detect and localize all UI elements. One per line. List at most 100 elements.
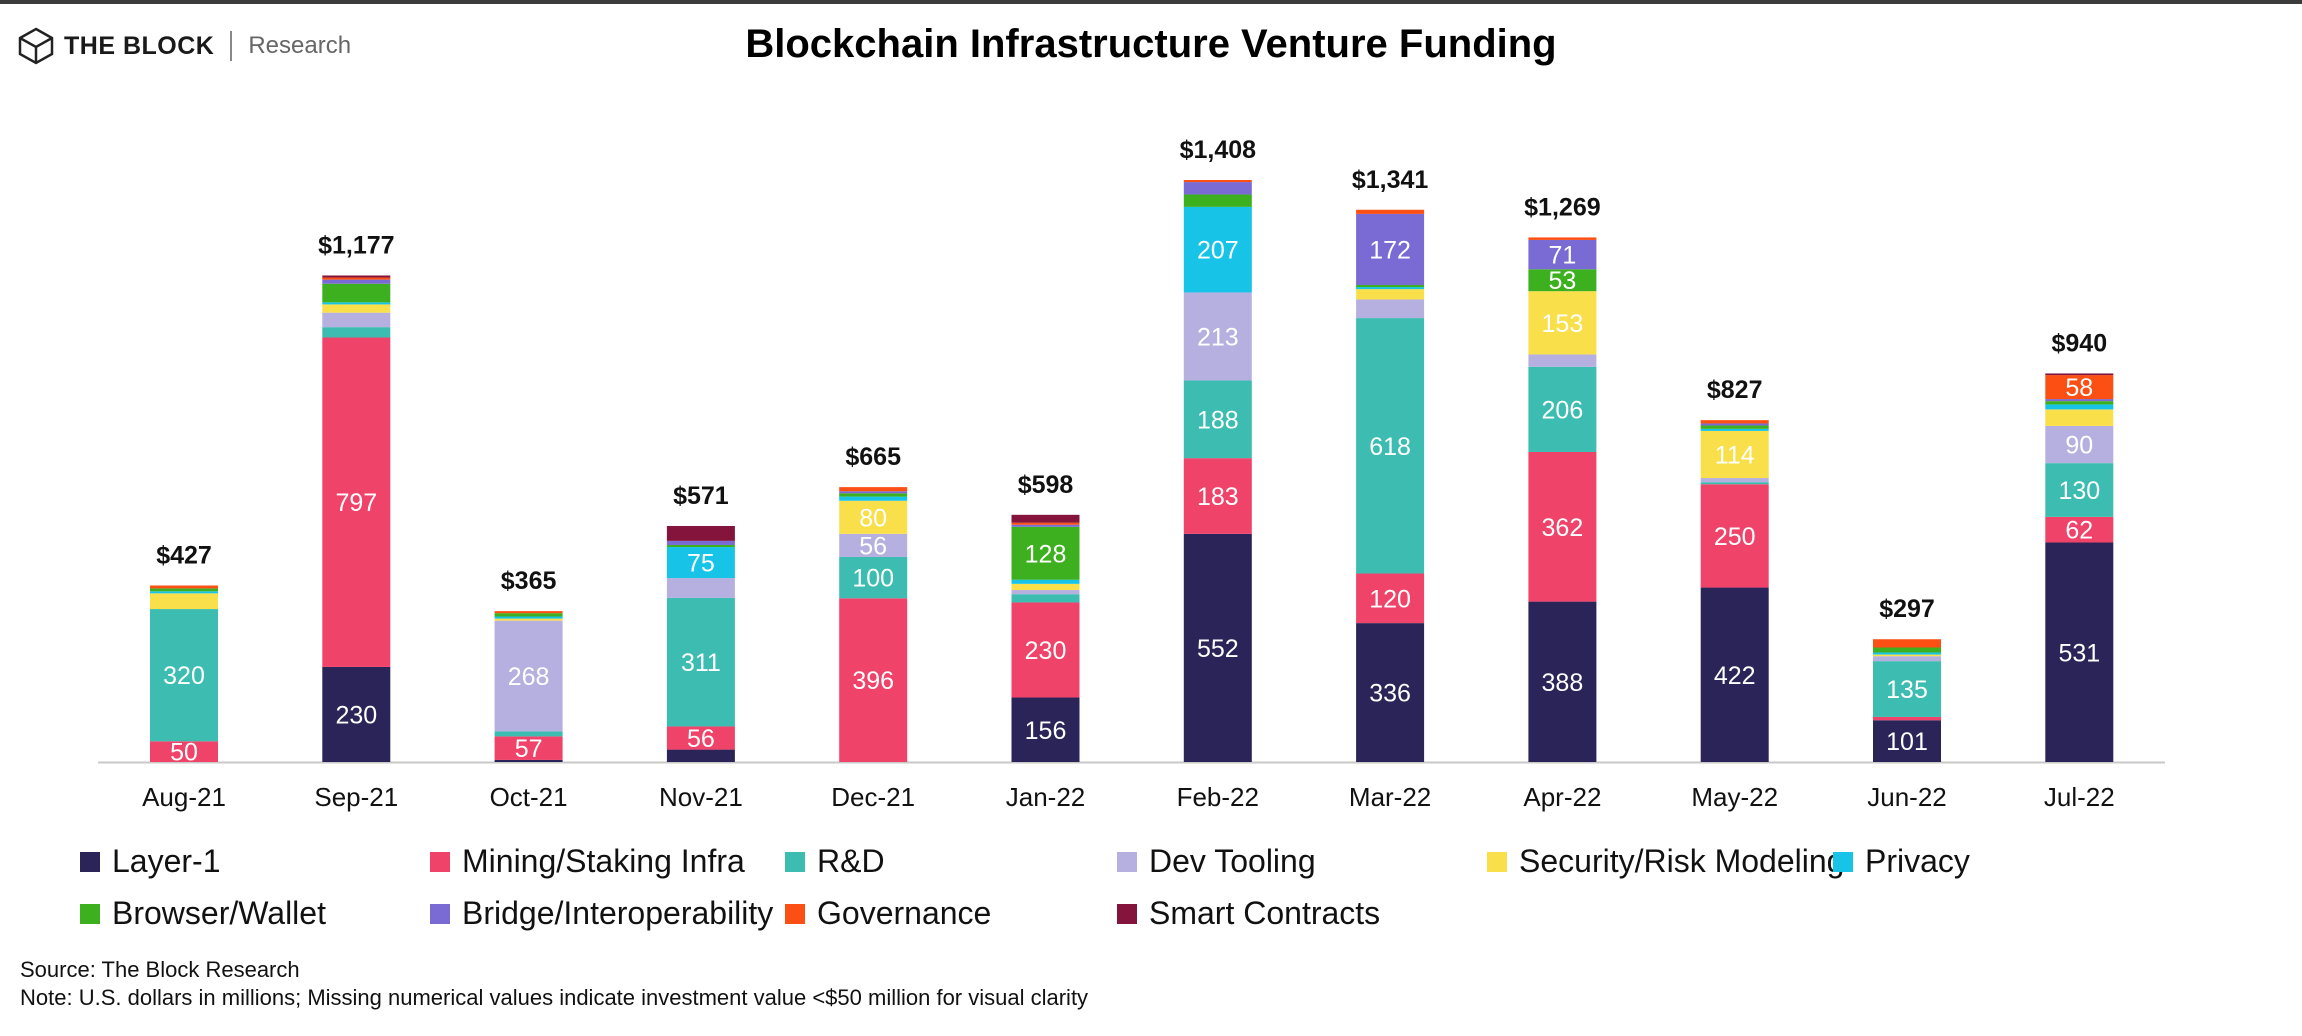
total-label: $427 — [156, 541, 212, 569]
x-tick-label: Jul-22 — [2044, 782, 2115, 812]
bar-segment — [1873, 652, 1941, 655]
legend-label: Privacy — [1865, 843, 1970, 879]
stacked-bar-chart: 50 320 $427 Aug-21 230 797 $1,177 Sep-21 57 268 $3… — [98, 136, 2165, 812]
bar-segment — [1356, 284, 1425, 288]
data-label: 80 — [859, 504, 887, 532]
bar-segment — [839, 500, 908, 534]
x-tick-label: Sep-21 — [314, 782, 398, 812]
bar-segment — [1700, 482, 1769, 485]
legend-swatch — [785, 851, 805, 872]
bar-segment — [1011, 697, 1080, 762]
bar-segment — [1356, 573, 1425, 624]
bar-segment — [1873, 639, 1941, 648]
bar-segment — [1011, 526, 1080, 580]
bar-segment — [1183, 380, 1252, 459]
legend-item: R&D — [785, 843, 885, 880]
bar-segment — [1528, 601, 1597, 762]
bar-segment — [1700, 428, 1769, 431]
data-label: 336 — [1369, 680, 1411, 708]
bar-segment — [839, 556, 908, 599]
total-label: $827 — [1707, 376, 1763, 404]
data-label: 120 — [1369, 585, 1411, 613]
legend-label: Governance — [817, 895, 992, 931]
data-label: 188 — [1197, 406, 1239, 434]
bar-segment — [666, 540, 735, 545]
x-tick-label: Jun-22 — [1867, 782, 1947, 812]
bar-segment — [1528, 291, 1597, 355]
bar-segment — [1528, 239, 1597, 270]
data-label: 153 — [1542, 310, 1584, 338]
legend-item: Bridge/Interoperability — [430, 895, 773, 932]
legend-label: Mining/Staking Infra — [462, 843, 745, 879]
bar-segment — [2045, 542, 2114, 762]
legend-swatch — [80, 903, 100, 924]
legend-swatch — [430, 851, 450, 872]
bar-segment — [1700, 425, 1769, 429]
x-tick-label: Aug-21 — [142, 782, 226, 812]
total-label: $598 — [1018, 471, 1074, 499]
bar-segment — [1183, 180, 1252, 183]
x-tick-label: May-22 — [1691, 782, 1778, 812]
bar-segment — [494, 618, 563, 621]
total-label: $1,341 — [1352, 166, 1429, 194]
bar-segment — [1356, 289, 1425, 300]
top-border — [0, 0, 2302, 4]
bar-segment — [2045, 409, 2114, 426]
bar-segment — [2045, 401, 2114, 405]
bar-segment — [1011, 583, 1080, 591]
legend-swatch — [1487, 851, 1507, 872]
bar-segment — [2045, 399, 2114, 402]
total-label: $940 — [2051, 329, 2107, 357]
legend-item: Mining/Staking Infra — [430, 843, 745, 880]
bar-segment — [666, 547, 735, 579]
data-label: 130 — [2058, 477, 2100, 505]
x-tick-label: Oct-21 — [490, 782, 568, 812]
data-label: 58 — [2065, 374, 2093, 402]
bar-segment — [2045, 516, 2114, 543]
legend-swatch — [1833, 851, 1853, 872]
bar-segment — [1873, 720, 1941, 762]
bar-segment — [666, 597, 735, 727]
chart-legend: Layer-1 Mining/Staking Infra R&D Dev Toolin… — [80, 843, 2280, 953]
bar-segment — [1700, 430, 1769, 479]
bar-segment — [322, 277, 391, 280]
bar-segment — [1700, 484, 1769, 588]
bar-segment — [1528, 354, 1597, 367]
bar-segment — [1011, 524, 1080, 527]
legend-swatch — [785, 903, 805, 924]
total-label: $1,269 — [1524, 193, 1600, 221]
legend-label: Bridge/Interoperability — [462, 895, 774, 931]
bar-segment — [1873, 716, 1941, 721]
data-label: 320 — [163, 662, 205, 690]
bar-segment — [1011, 602, 1080, 698]
bar-segment — [1183, 206, 1252, 293]
bar-segment — [150, 588, 218, 592]
bar-segment — [1011, 579, 1080, 584]
data-label: 362 — [1542, 514, 1584, 542]
data-label: 230 — [335, 701, 377, 729]
bar-segment — [839, 496, 908, 501]
x-tick-label: Dec-21 — [831, 782, 915, 812]
bar-segment — [1700, 587, 1769, 762]
bar-segment — [1183, 533, 1252, 762]
bar-segment — [1528, 237, 1597, 240]
legend-label: Browser/Wallet — [112, 895, 326, 931]
data-label: 62 — [2065, 517, 2093, 545]
legend-item: Dev Tooling — [1117, 843, 1316, 880]
chart-title: Blockchain Infrastructure Venture Fundin… — [745, 22, 1557, 66]
legend-item: Browser/Wallet — [80, 895, 326, 932]
bar-segment — [1011, 522, 1080, 525]
data-label: 250 — [1714, 523, 1756, 551]
bar-segment — [1873, 654, 1941, 657]
total-label: $297 — [1879, 595, 1935, 623]
bar-segment — [1700, 423, 1769, 426]
bar-segment — [322, 279, 391, 284]
bar-segment — [1011, 514, 1080, 523]
bar-segment — [150, 609, 218, 742]
total-label: $1,177 — [318, 231, 394, 259]
bar-segment — [839, 598, 908, 762]
bar-segment — [150, 593, 218, 610]
data-label: 114 — [1715, 441, 1755, 469]
bar-segment — [666, 726, 735, 750]
bar-segment — [1873, 661, 1941, 717]
